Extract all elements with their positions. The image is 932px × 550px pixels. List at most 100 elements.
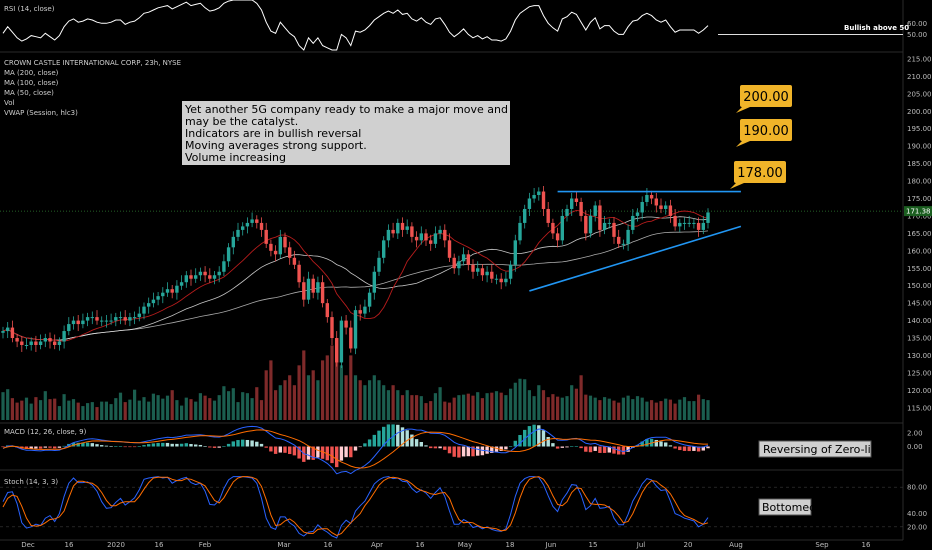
macd-histogram-bar [165,442,170,447]
stoch-callout-text: Bottomed [762,501,816,514]
macd-histogram-bar [471,446,475,457]
candle-body [574,198,579,202]
candle [6,321,10,339]
price-tick-4: 195.00 [907,125,932,133]
candle [429,234,433,251]
macd-histogram-bar [179,443,184,447]
candle [179,275,184,290]
candle [490,264,494,283]
stoch-callout-box [758,498,812,516]
volume-bar [278,385,282,420]
macd-histogram-bar [283,446,287,453]
volume-bar [114,398,118,420]
volume-bar [208,398,212,420]
candle [20,335,24,352]
volume-bar [565,396,569,420]
volume-bar [471,395,475,420]
volume-bar [706,400,710,420]
candle-body [382,240,386,258]
macd-histogram-bar [565,446,569,448]
volume-bar [570,385,574,420]
candle-body [175,285,179,293]
candle-body [10,327,15,339]
candle [62,325,66,349]
volume-bar [584,394,588,420]
target-box-178 [734,161,786,183]
note-line-3: Indicators are in bullish reversal [185,127,361,140]
candle [175,280,179,300]
volume-bar [556,396,560,420]
macd-histogram-bar [85,442,90,447]
macd-histogram-bar [320,446,325,459]
volume-bar [532,396,536,420]
macd-histogram-bar [100,445,104,447]
volume-bar [231,388,235,420]
macd-histogram-bar [156,442,160,447]
volume-bar [476,392,480,420]
macd-histogram-bar [147,444,151,447]
macd-histogram-bar [297,446,301,459]
volume-bar [302,350,306,420]
candle [382,236,386,264]
candle [114,312,118,327]
macd-histogram-bar [217,446,221,448]
macd-histogram-bar [128,446,132,448]
price-tick-3: 200.00 [907,108,932,116]
macd-histogram-bar [175,443,179,447]
candle [649,190,654,205]
volume-bar [137,400,141,420]
candle-body [494,278,499,280]
candle-body [457,261,461,269]
candle-body [114,317,118,321]
volume-bar [109,404,113,420]
candle [226,243,231,267]
candle-body [269,243,273,251]
macd-histogram-bar [273,446,278,454]
candle-body [400,222,405,230]
candle-body [118,317,123,319]
candle [255,215,259,229]
candle [621,239,626,250]
volume-bar [551,394,555,420]
macd-histogram-bar [518,435,522,447]
macd-histogram-bar [682,446,687,451]
macd-histogram-bar [198,444,203,447]
volume-bar [678,399,682,420]
candle [76,315,80,332]
candle [241,222,245,236]
candle-body [353,310,358,349]
candle-body [67,324,71,332]
candle [217,266,221,283]
candle-body [682,222,687,224]
volume-bar [53,398,57,420]
candle [142,302,146,320]
candle-body [607,222,611,224]
price-tick-19: 120.00 [907,387,932,395]
macd-histogram-bar [602,446,607,453]
macd-histogram-bar [574,446,579,447]
candle-body [617,236,621,244]
candle [640,196,644,220]
candle-body [151,299,156,304]
candle [513,234,517,272]
volume-bar [405,390,409,420]
volume-bar [593,397,597,420]
macd-histogram-bar [377,430,381,447]
macd-histogram-bar [236,440,240,447]
volume-bar [697,394,701,420]
candle [560,208,564,245]
candle-body [20,341,24,346]
candle-body [480,268,485,276]
candle [433,226,438,249]
price-tick-14: 145.00 [907,300,932,308]
candle [668,199,673,223]
candle-body [264,229,268,244]
candle-body [306,278,311,300]
volume-bar [654,402,658,420]
time-tick-15: Aug [729,541,743,549]
candle [617,229,621,249]
volume-bar [424,403,428,420]
time-tick-9: May [458,541,472,549]
candle [335,331,339,367]
candle [443,224,447,248]
